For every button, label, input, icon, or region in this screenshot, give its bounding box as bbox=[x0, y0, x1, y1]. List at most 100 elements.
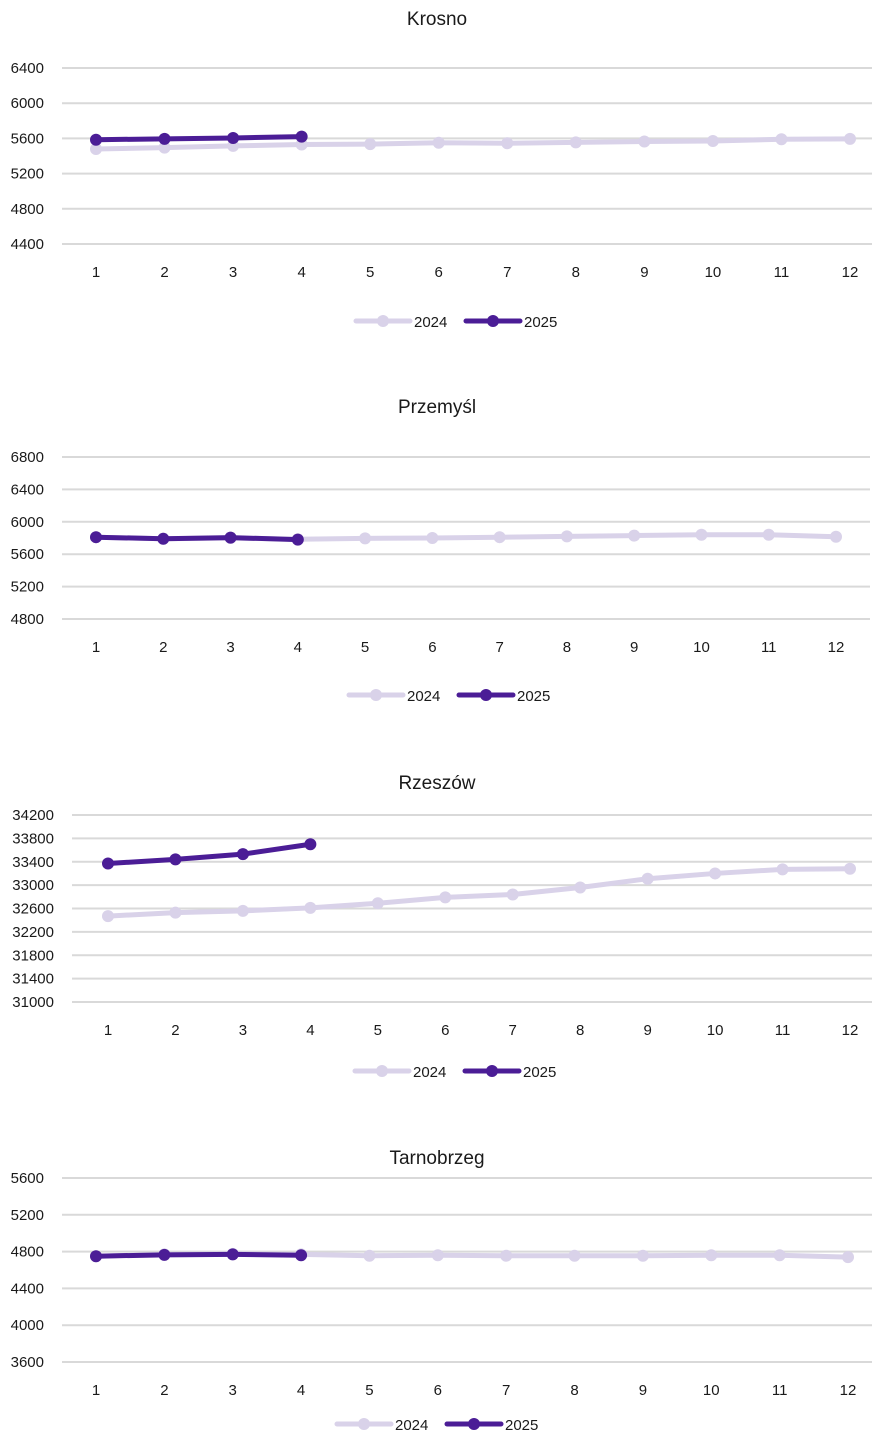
x-tick-label: 6 bbox=[441, 1022, 449, 1039]
legend-item-2025: 2025 bbox=[456, 688, 550, 705]
x-tick-label: 11 bbox=[774, 264, 790, 281]
legend-label: 2024 bbox=[414, 314, 447, 331]
data-point-2024 bbox=[568, 1249, 581, 1262]
x-tick-label: 4 bbox=[297, 264, 305, 281]
x-tick-label: 10 bbox=[693, 639, 710, 656]
y-tick-label: 34200 bbox=[12, 807, 54, 824]
series-2025 bbox=[90, 531, 304, 546]
data-point-2024 bbox=[574, 881, 587, 894]
legend-item-2024: 2024 bbox=[346, 688, 440, 705]
y-tick-label: 4400 bbox=[11, 236, 44, 253]
x-tick-label: 7 bbox=[509, 1022, 517, 1039]
data-point-2025 bbox=[226, 1248, 239, 1261]
y-tick-label: 5200 bbox=[11, 166, 44, 183]
data-point-2024 bbox=[501, 137, 514, 150]
legend-label: 2024 bbox=[395, 1417, 428, 1434]
series-line-2024 bbox=[105, 866, 853, 919]
data-point-2024 bbox=[706, 135, 719, 148]
legend-swatch-marker bbox=[486, 1065, 498, 1077]
data-point-2024 bbox=[236, 904, 249, 917]
y-tick-label: 32600 bbox=[12, 901, 54, 918]
x-tick-label: 12 bbox=[828, 639, 845, 656]
legend-swatch-marker bbox=[370, 689, 382, 701]
data-point-2024 bbox=[844, 132, 856, 145]
series-2024 bbox=[102, 862, 856, 923]
x-tick-label: 11 bbox=[761, 639, 777, 656]
x-tick-label: 6 bbox=[428, 639, 436, 656]
x-tick-label: 1 bbox=[92, 639, 100, 656]
data-point-2025 bbox=[90, 531, 102, 544]
series-2025 bbox=[102, 838, 317, 870]
data-point-2024 bbox=[90, 142, 102, 155]
legend-label: 2025 bbox=[524, 314, 557, 331]
x-tick-label: 3 bbox=[229, 264, 237, 281]
chart-title: Rzeszów bbox=[398, 773, 475, 794]
y-tick-label: 31800 bbox=[12, 947, 54, 964]
data-point-2024 bbox=[628, 529, 641, 542]
legend-item-2025: 2025 bbox=[463, 314, 557, 331]
x-tick-label: 8 bbox=[563, 639, 571, 656]
x-tick-label: 5 bbox=[366, 264, 374, 281]
y-tick-label: 4800 bbox=[11, 201, 44, 218]
series-2025 bbox=[90, 130, 308, 146]
data-point-2024 bbox=[371, 897, 384, 910]
data-point-2024 bbox=[158, 141, 171, 154]
x-tick-label: 2 bbox=[160, 1382, 168, 1399]
legend-item-2024: 2024 bbox=[352, 1064, 446, 1081]
y-tick-label: 4000 bbox=[11, 1317, 44, 1334]
legend-swatch-marker bbox=[468, 1418, 480, 1430]
series-2025 bbox=[90, 1248, 308, 1263]
x-tick-label: 6 bbox=[435, 264, 443, 281]
data-point-2024 bbox=[304, 901, 317, 914]
data-point-2025 bbox=[102, 857, 114, 870]
y-tick-label: 32200 bbox=[12, 924, 54, 941]
series-line-2024 bbox=[93, 136, 853, 152]
data-point-2024 bbox=[830, 530, 842, 543]
x-tick-label: 10 bbox=[703, 1382, 720, 1399]
data-point-2024 bbox=[775, 133, 788, 146]
data-point-2025 bbox=[295, 130, 308, 143]
data-point-2024 bbox=[773, 1249, 786, 1262]
series-line-2025 bbox=[93, 534, 301, 543]
x-tick-label: 1 bbox=[92, 1382, 100, 1399]
data-point-2024 bbox=[493, 531, 506, 544]
series-line-2025 bbox=[93, 134, 305, 143]
x-tick-label: 7 bbox=[495, 639, 503, 656]
data-point-2024 bbox=[364, 138, 377, 151]
y-tick-label: 33800 bbox=[12, 830, 54, 847]
legend-swatch-marker bbox=[487, 315, 499, 327]
data-point-2025 bbox=[158, 132, 171, 145]
y-tick-label: 6400 bbox=[11, 60, 44, 77]
x-tick-label: 8 bbox=[570, 1382, 578, 1399]
legend-label: 2025 bbox=[523, 1064, 556, 1081]
y-tick-label: 4400 bbox=[11, 1280, 44, 1297]
x-tick-label: 7 bbox=[502, 1382, 510, 1399]
data-point-2024 bbox=[569, 136, 582, 149]
chart-title: Tarnobrzeg bbox=[389, 1148, 484, 1169]
data-point-2024 bbox=[776, 863, 789, 876]
legend-item-2024: 2024 bbox=[353, 314, 447, 331]
x-tick-label: 5 bbox=[374, 1022, 382, 1039]
x-tick-label: 2 bbox=[159, 639, 167, 656]
legend-label: 2025 bbox=[517, 688, 550, 705]
x-tick-label: 10 bbox=[707, 1022, 724, 1039]
x-tick-label: 8 bbox=[576, 1022, 584, 1039]
x-tick-label: 7 bbox=[503, 264, 511, 281]
series-line-2025 bbox=[93, 1251, 304, 1259]
data-point-2025 bbox=[169, 853, 182, 866]
y-tick-label: 31400 bbox=[12, 971, 54, 988]
x-tick-label: 3 bbox=[226, 639, 234, 656]
data-point-2024 bbox=[169, 906, 182, 919]
data-point-2024 bbox=[432, 136, 445, 149]
y-tick-label: 5200 bbox=[11, 1207, 44, 1224]
y-tick-label: 5600 bbox=[11, 130, 44, 147]
data-point-2025 bbox=[158, 1248, 171, 1261]
data-point-2024 bbox=[439, 891, 452, 904]
x-tick-label: 3 bbox=[239, 1022, 247, 1039]
chart-2: Rzeszów310003140031800322003260033000334… bbox=[12, 773, 872, 1081]
legend-swatch-marker bbox=[480, 689, 492, 701]
chart-title: Przemyśl bbox=[398, 397, 476, 418]
data-point-2024 bbox=[359, 532, 372, 545]
